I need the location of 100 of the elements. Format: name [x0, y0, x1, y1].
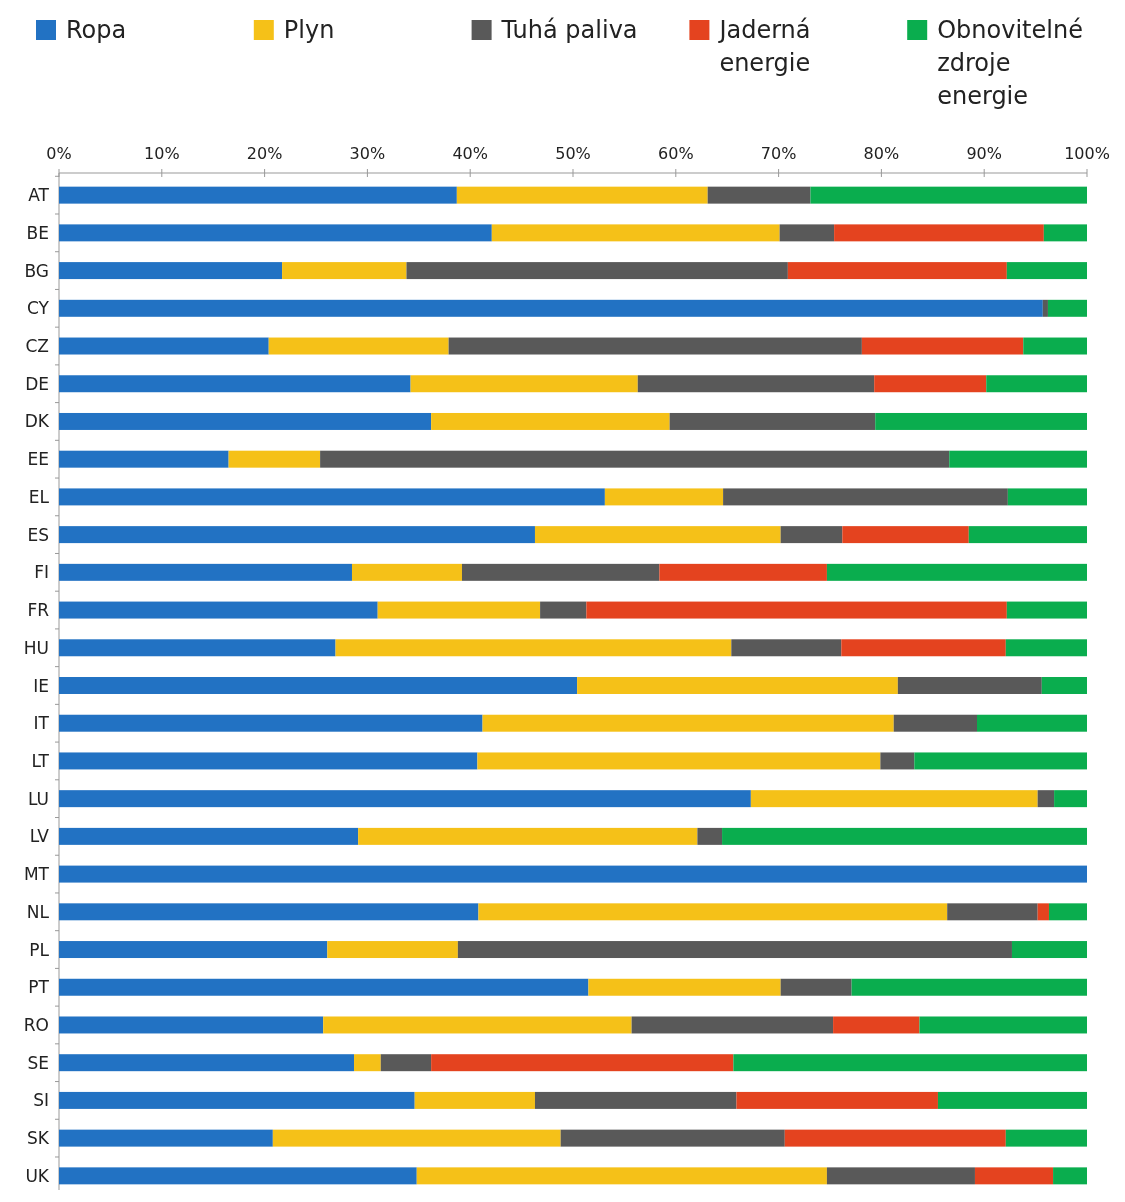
- bar: [707, 186, 811, 204]
- bar: [826, 563, 1087, 581]
- bar: [731, 639, 842, 657]
- bar: [897, 677, 1042, 694]
- bar: [59, 752, 478, 770]
- y-tick-label: ES: [27, 524, 49, 545]
- bar: [59, 1054, 355, 1072]
- bar: [1007, 488, 1087, 506]
- bar: [414, 1091, 535, 1109]
- x-tick-label: 30%: [349, 144, 386, 163]
- bar: [410, 375, 638, 393]
- bar: [1037, 903, 1049, 921]
- bar: [722, 827, 1087, 845]
- legend-label: Jaderná energie: [717, 16, 811, 77]
- bar: [59, 375, 411, 393]
- bar: [631, 1016, 834, 1034]
- bar: [461, 563, 660, 581]
- bar: [59, 677, 578, 694]
- legend-label: Tuhá paliva: [500, 16, 638, 44]
- bar: [431, 1054, 734, 1072]
- bar: [59, 186, 457, 204]
- y-tick-label: HU: [23, 637, 49, 658]
- bar: [604, 488, 724, 506]
- bar: [358, 827, 698, 845]
- bar: [456, 186, 708, 204]
- bar: [1047, 299, 1087, 317]
- bar: [586, 601, 1007, 619]
- bar: [59, 488, 605, 506]
- bar: [780, 978, 852, 996]
- bar: [919, 1016, 1087, 1034]
- bar: [228, 450, 321, 468]
- bar: [1048, 903, 1087, 921]
- bar: [780, 526, 843, 544]
- bar: [320, 450, 950, 468]
- bar: [59, 714, 483, 732]
- bar: [268, 337, 449, 355]
- bar: [986, 375, 1087, 393]
- bar: [834, 224, 1044, 242]
- bar: [457, 941, 1012, 959]
- bar: [968, 526, 1087, 544]
- bar: [697, 827, 723, 845]
- y-tick-label: UK: [25, 1165, 50, 1186]
- y-tick-label: BG: [24, 260, 49, 281]
- y-tick-label: EL: [28, 486, 50, 507]
- x-tick-label: 70%: [760, 144, 797, 163]
- x-tick-label: 100%: [1064, 144, 1110, 163]
- x-tick-label: 80%: [863, 144, 900, 163]
- bar: [59, 941, 328, 959]
- bar: [59, 337, 269, 355]
- y-tick-label: PT: [28, 977, 50, 998]
- bar: [588, 978, 781, 996]
- bar: [733, 1054, 1087, 1072]
- bar: [282, 262, 407, 280]
- bar: [810, 186, 1087, 204]
- bar: [540, 601, 587, 619]
- y-tick-label: FR: [27, 600, 50, 621]
- y-tick-label: IE: [33, 675, 49, 696]
- bar: [1054, 790, 1087, 808]
- bar: [977, 714, 1087, 732]
- bar: [577, 677, 898, 694]
- x-tick-label: 60%: [658, 144, 694, 163]
- bar: [893, 714, 977, 732]
- bar: [779, 224, 835, 242]
- bar: [787, 262, 1007, 280]
- y-tick-label: EE: [27, 449, 49, 470]
- bar: [842, 526, 969, 544]
- bar: [1005, 1129, 1087, 1147]
- y-tick-label: NL: [26, 901, 50, 922]
- x-tick-label: 50%: [555, 144, 591, 163]
- bar: [1037, 790, 1055, 808]
- bar: [416, 1167, 827, 1185]
- bar: [1053, 1167, 1087, 1185]
- legend-label: Obnovitelné zdroje energie: [937, 16, 1083, 110]
- bar: [59, 865, 1087, 883]
- bar: [560, 1129, 785, 1147]
- bar: [380, 1054, 432, 1072]
- bar: [59, 1167, 417, 1185]
- bar: [914, 752, 1087, 770]
- bar: [947, 903, 1038, 921]
- y-tick-label: FI: [34, 562, 49, 583]
- bar: [327, 941, 458, 959]
- bar: [784, 1129, 1006, 1147]
- bar: [323, 1016, 632, 1034]
- bar: [59, 262, 283, 280]
- bar: [861, 337, 1024, 355]
- bar: [1043, 224, 1087, 242]
- bar: [59, 978, 589, 996]
- x-tick-label: 10%: [144, 144, 180, 163]
- y-tick-label: DK: [24, 411, 50, 432]
- bar: [1006, 262, 1087, 280]
- bar: [875, 412, 1087, 430]
- bar: [1023, 337, 1087, 355]
- bar: [335, 639, 732, 657]
- bar: [406, 262, 788, 280]
- bar: [874, 375, 987, 393]
- y-tick-label: MT: [23, 864, 50, 885]
- bar: [478, 903, 948, 921]
- legend-label: Plyn: [283, 16, 335, 44]
- y-tick-label: AT: [28, 185, 50, 206]
- y-tick-label: CY: [27, 298, 50, 319]
